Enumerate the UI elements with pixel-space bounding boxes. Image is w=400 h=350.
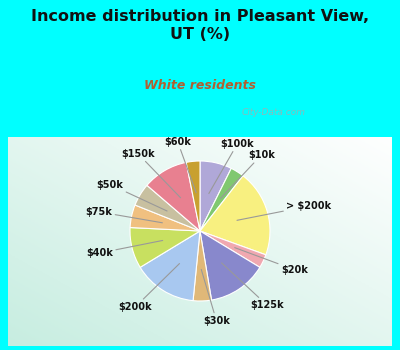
Wedge shape [135,185,200,231]
Wedge shape [147,162,200,231]
Wedge shape [200,231,266,267]
Wedge shape [200,176,270,255]
Text: $125k: $125k [222,263,284,310]
Text: Income distribution in Pleasant View,
UT (%): Income distribution in Pleasant View, UT… [31,9,369,42]
Text: City-Data.com: City-Data.com [241,108,305,117]
Text: $20k: $20k [235,247,308,275]
Text: $50k: $50k [96,180,167,211]
Text: White residents: White residents [144,79,256,92]
Text: $75k: $75k [86,207,162,223]
Text: $200k: $200k [119,264,180,312]
Text: $100k: $100k [209,139,254,194]
Wedge shape [200,168,243,231]
Wedge shape [200,231,260,300]
Text: $60k: $60k [164,137,196,193]
Wedge shape [130,228,200,267]
Wedge shape [200,161,231,231]
Wedge shape [130,205,200,231]
Wedge shape [140,231,200,301]
Wedge shape [193,231,212,301]
Text: > $200k: > $200k [237,201,331,220]
Text: $40k: $40k [86,240,163,258]
Text: $10k: $10k [220,150,275,198]
Text: $30k: $30k [201,270,230,326]
Wedge shape [186,161,200,231]
Text: $150k: $150k [121,149,180,198]
